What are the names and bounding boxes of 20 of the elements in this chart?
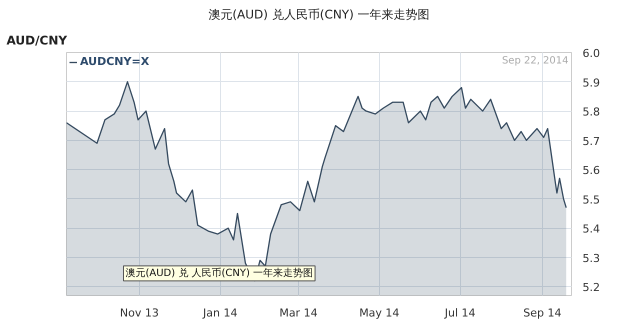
chart-subtitle: AUD/CNY (6, 34, 68, 48)
y-tick-label: 5.4 (582, 222, 600, 236)
y-tick-label: 5.5 (582, 193, 600, 206)
x-tick-label: Sep 14 (523, 306, 562, 320)
y-tick-label: 6.0 (582, 47, 600, 60)
annotation: Sep 22, 2014 (502, 56, 569, 66)
y-tick-label: 5.6 (582, 164, 600, 178)
y-tick-label: 5.2 (582, 281, 600, 294)
chart-title: 澳元(AUD) 兑人民币(CNY) 一年来走势图 (208, 8, 430, 22)
y-tick-label: 5.3 (582, 252, 600, 265)
x-tick-label: Mar 14 (279, 306, 318, 320)
y-tick-label: 5.9 (582, 76, 600, 90)
x-tick-label: May 14 (359, 306, 400, 320)
x-tick-label: Jan 14 (202, 306, 238, 320)
x-tick-label: Nov 13 (120, 306, 159, 320)
y-tick-label: 5.7 (582, 134, 600, 148)
legend-label: AUDCNY=X (80, 55, 150, 68)
x-tick-label: Jul 14 (444, 306, 476, 320)
annotation: 澳元(AUD) 兑 人民币(CNY) 一年来走势图 (125, 266, 314, 279)
y-tick-label: 5.8 (582, 106, 600, 119)
